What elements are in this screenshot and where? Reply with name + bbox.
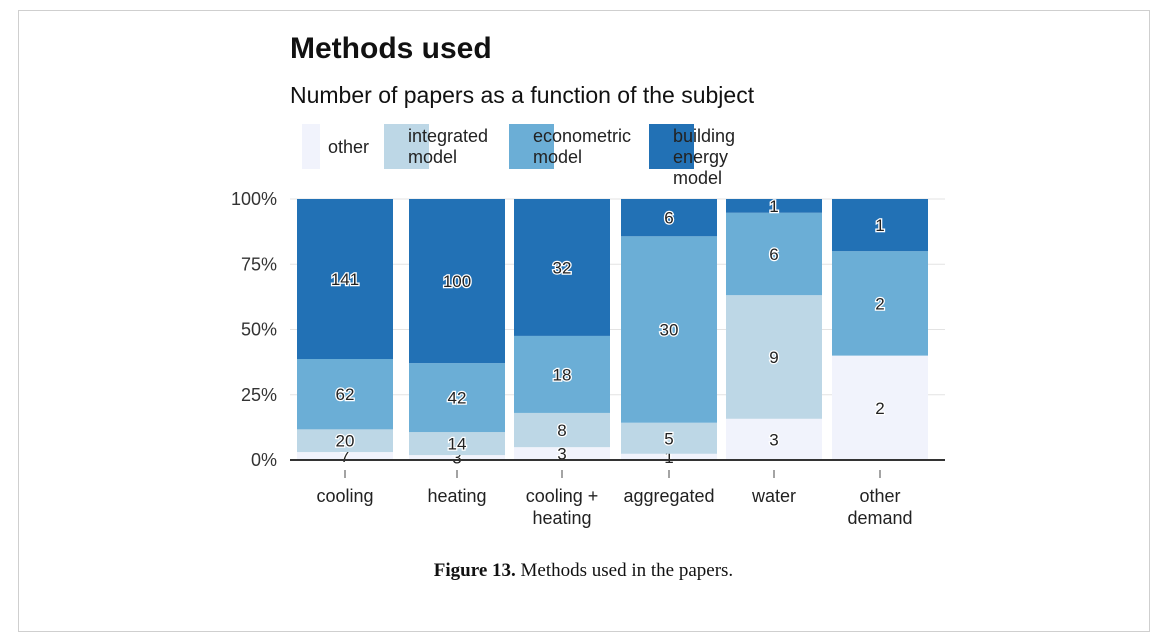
data-label: 14 (448, 435, 467, 454)
bar-segment (409, 199, 505, 364)
data-label: 5 (664, 429, 673, 448)
bar-segment (514, 447, 610, 460)
data-label: 8 (557, 421, 566, 440)
legend-swatch (302, 124, 320, 169)
bar-segment (832, 355, 928, 460)
bar-segment (297, 429, 393, 453)
bar-segment (409, 363, 505, 433)
legend-label: other (328, 137, 370, 157)
bar-segment (832, 251, 928, 356)
bar-segment (726, 212, 822, 296)
data-label: 20 (336, 432, 355, 451)
data-label: 6 (769, 245, 778, 264)
data-label: 9 (769, 348, 778, 367)
bar-segment (297, 359, 393, 430)
stacked-bar-chart: 0%25%50%75%100%72062141cooling31442100he… (231, 189, 945, 528)
data-label: 3 (557, 445, 566, 464)
caption-text: Methods used in the papers. (515, 560, 734, 581)
bar-segment (621, 453, 717, 460)
data-label: 1 (769, 197, 778, 216)
data-label: 32 (553, 258, 572, 277)
y-tick-label: 75% (241, 254, 277, 274)
data-label: 30 (660, 321, 679, 340)
data-label: 3 (769, 430, 778, 449)
x-tick-label: cooling (316, 486, 373, 506)
bar-segment (297, 199, 393, 360)
data-label: 141 (331, 270, 359, 289)
y-tick-label: 50% (241, 320, 277, 340)
bar-segment (514, 199, 610, 336)
legend-label: econometric model (533, 126, 632, 167)
data-label: 1 (664, 448, 673, 467)
bar-segment (726, 418, 822, 460)
x-tick-label: cooling + heating (526, 486, 599, 528)
bar-segment (832, 199, 928, 252)
chart-subtitle: Number of papers as a function of the su… (290, 82, 755, 108)
legend-label: building energy model (673, 126, 736, 188)
legend-swatch (384, 124, 429, 169)
bar-segment (297, 452, 393, 460)
bar-segment (409, 455, 505, 460)
bar-segment (514, 412, 610, 448)
data-label: 2 (875, 294, 884, 313)
bar-segment (726, 199, 822, 213)
x-tick-label: water (751, 486, 796, 506)
data-label: 7 (340, 447, 349, 466)
bar-segment (621, 422, 717, 454)
bar-segment (726, 295, 822, 419)
figure-caption: Figure 13. Methods used in the papers. (0, 560, 1167, 582)
legend-swatch (509, 124, 554, 169)
data-label: 1 (875, 216, 884, 235)
data-label: 42 (448, 389, 467, 408)
legend-swatch (649, 124, 694, 169)
x-tick-label: heating (427, 486, 486, 506)
data-label: 18 (553, 365, 572, 384)
legend-label: integrated model (408, 126, 489, 167)
y-tick-label: 0% (251, 450, 277, 470)
bar-segment (409, 432, 505, 456)
data-label: 3 (452, 449, 461, 468)
data-label: 100 (443, 272, 471, 291)
chart-title: Methods used (290, 32, 492, 65)
bar-segment (621, 199, 717, 237)
caption-label: Figure 13. (433, 560, 516, 581)
x-tick-label: aggregated (623, 486, 714, 506)
data-label: 6 (664, 209, 673, 228)
bar-segment (621, 236, 717, 423)
y-tick-label: 25% (241, 385, 277, 405)
data-label: 62 (336, 385, 355, 404)
data-label: 2 (875, 399, 884, 418)
bar-segment (514, 335, 610, 413)
y-tick-label: 100% (231, 189, 277, 209)
x-tick-label: other demand (847, 486, 912, 528)
